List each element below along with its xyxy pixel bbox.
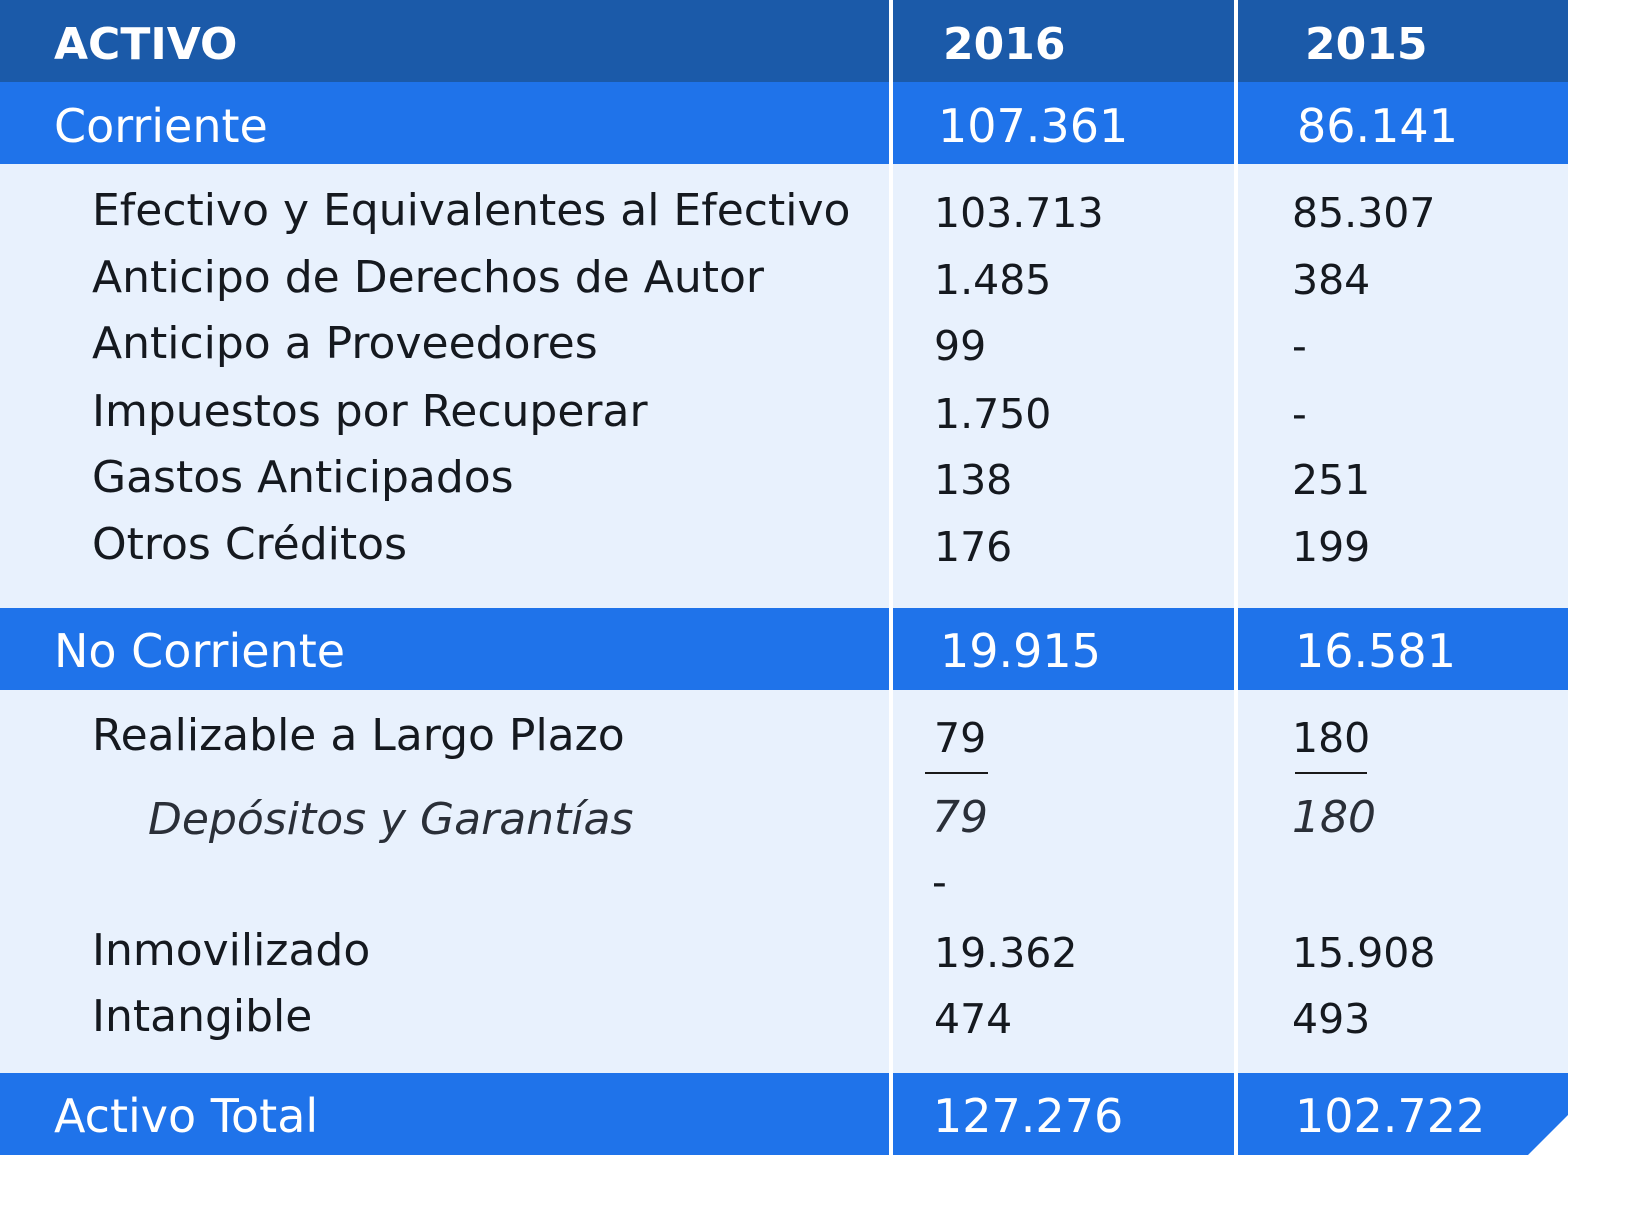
- activo-total-row: [0, 1073, 1568, 1155]
- header-row: [0, 0, 1568, 82]
- item-2015: 85.307: [1292, 189, 1436, 237]
- header-year-2016: 2016: [943, 19, 1066, 70]
- realizable-2015: 180: [1292, 714, 1371, 762]
- intangible-2015: 493: [1292, 995, 1371, 1043]
- header-year-2015: 2015: [1305, 19, 1428, 70]
- dash-2016: -: [932, 858, 947, 906]
- item-2016: 1.485: [934, 256, 1052, 304]
- item-2016: 99: [934, 322, 987, 370]
- no-corriente-row: [0, 608, 1568, 690]
- corner-notch: [1528, 1115, 1568, 1155]
- subtotal-underline: [925, 772, 988, 774]
- item-label: Anticipo de Derechos de Autor: [92, 252, 764, 303]
- intangible-label: Intangible: [92, 991, 313, 1042]
- item-2016: 1.750: [934, 390, 1052, 438]
- activo-total-2015: 102.722: [1295, 1089, 1486, 1143]
- subtotal-underline: [1295, 772, 1367, 774]
- depositos-2015: 180: [1292, 792, 1376, 843]
- item-2016: 138: [934, 456, 1013, 504]
- item-label: Gastos Anticipados: [92, 452, 514, 503]
- item-2015: 199: [1292, 523, 1371, 571]
- column-divider: [889, 0, 893, 1155]
- item-label: Otros Créditos: [92, 519, 408, 570]
- item-2016: 176: [934, 523, 1013, 571]
- corriente-2015: 86.141: [1297, 99, 1458, 153]
- intangible-2016: 474: [934, 995, 1013, 1043]
- no-corriente-label: No Corriente: [54, 624, 346, 678]
- column-divider: [1234, 0, 1238, 1155]
- inmovilizado-2016: 19.362: [934, 929, 1078, 977]
- no-corriente-2015: 16.581: [1295, 624, 1456, 678]
- item-2015: 384: [1292, 256, 1371, 304]
- item-2016: 103.713: [934, 189, 1104, 237]
- depositos-label: Depósitos y Garantías: [148, 794, 634, 845]
- activo-total-label: Activo Total: [54, 1089, 319, 1143]
- activo-total-2016: 127.276: [933, 1089, 1124, 1143]
- item-2015: -: [1292, 322, 1307, 370]
- item-label: Anticipo a Proveedores: [92, 318, 598, 369]
- depositos-2016: 79: [932, 792, 988, 843]
- corriente-2016: 107.361: [938, 99, 1129, 153]
- inmovilizado-2015: 15.908: [1292, 929, 1436, 977]
- item-label: Impuestos por Recuperar: [92, 386, 648, 437]
- realizable-label: Realizable a Largo Plazo: [92, 710, 625, 761]
- item-label: Efectivo y Equivalentes al Efectivo: [92, 185, 851, 236]
- corriente-row: [0, 82, 1568, 164]
- inmovilizado-label: Inmovilizado: [92, 925, 371, 976]
- item-2015: -: [1292, 390, 1307, 438]
- balance-table: ACTIVO 2016 2015 Corriente 107.361 86.14…: [0, 0, 1568, 1155]
- corriente-label: Corriente: [54, 99, 268, 153]
- header-label: ACTIVO: [54, 19, 238, 70]
- realizable-2016: 79: [934, 714, 987, 762]
- item-2015: 251: [1292, 456, 1371, 504]
- no-corriente-2016: 19.915: [940, 624, 1101, 678]
